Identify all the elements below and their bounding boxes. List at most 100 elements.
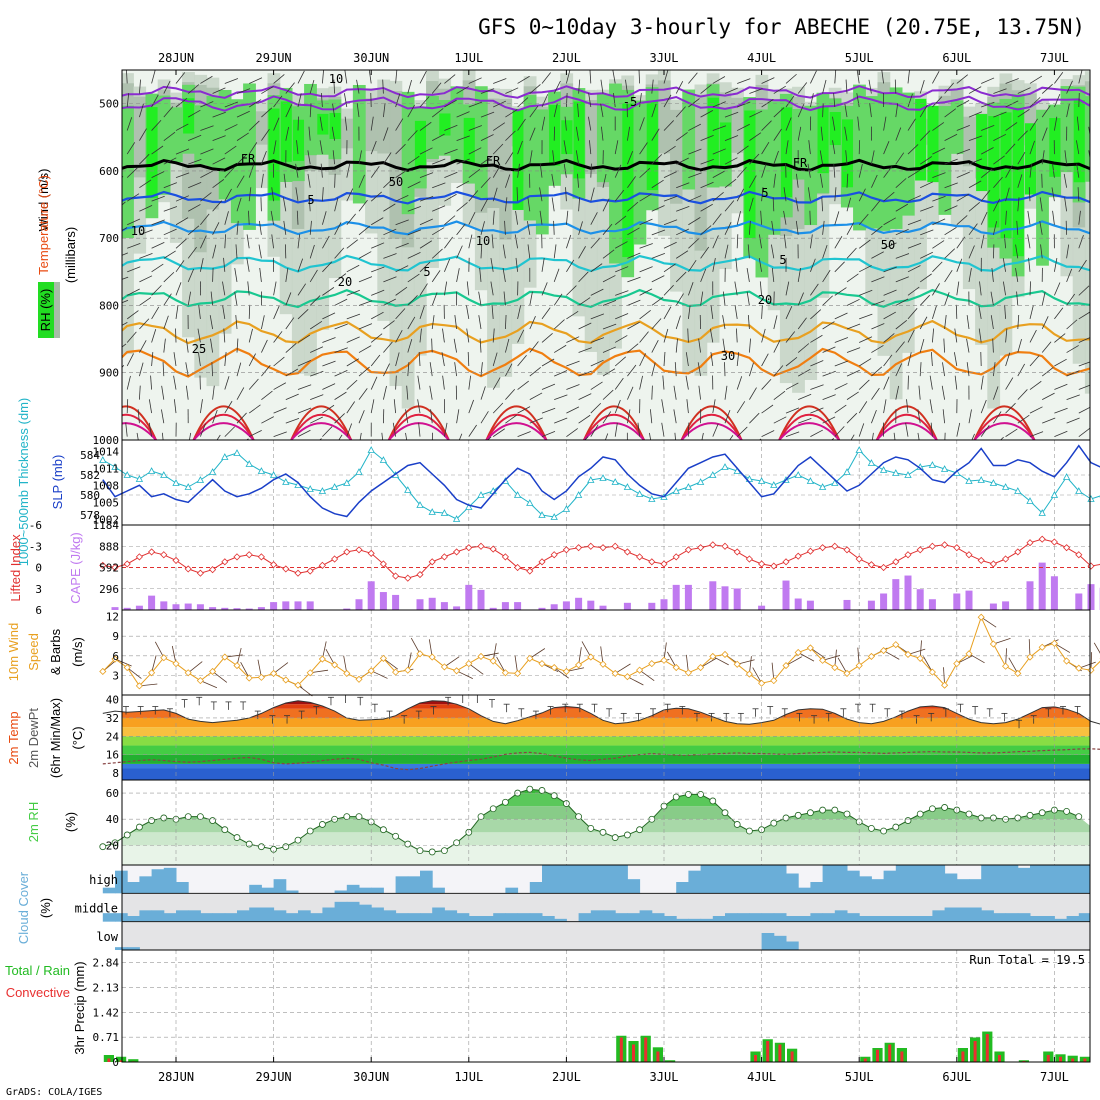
cloud-bar — [712, 865, 726, 894]
rh-green-region — [633, 100, 647, 245]
wind-barb — [1017, 389, 1028, 400]
cloud-bar — [1030, 916, 1043, 922]
rh2m-point — [477, 813, 485, 821]
wind-barb — [1091, 348, 1100, 353]
thickness-point — [684, 483, 693, 490]
wind-barb-10m — [1093, 642, 1100, 654]
rh2m-point — [538, 787, 546, 794]
wind-barb — [431, 82, 442, 94]
wind-barb — [273, 95, 283, 108]
wind-barb — [846, 391, 859, 400]
wind-barb — [773, 85, 786, 94]
wind-barb — [505, 363, 513, 377]
wind-barb — [517, 380, 529, 390]
temperature-contour-low — [973, 405, 1036, 440]
wind-barb — [100, 70, 102, 84]
wind-barb — [663, 219, 678, 226]
wind-barb — [1054, 430, 1068, 438]
cloud-bar — [883, 916, 897, 922]
wind-barb — [993, 155, 1005, 165]
wind-barb — [1077, 187, 1080, 202]
wind-barb — [175, 72, 186, 84]
cloud-bar — [651, 913, 665, 922]
lifted-tick: -3 — [29, 540, 42, 553]
wind-barb — [797, 104, 805, 118]
precip-convective-bar — [998, 1055, 1001, 1062]
contour-label: 10 — [476, 234, 490, 248]
wind-barb — [785, 382, 799, 390]
wind-barb — [406, 385, 409, 400]
contour-label: 20 — [338, 275, 352, 289]
rh2m-point — [843, 810, 851, 818]
wind-barb — [1029, 163, 1033, 178]
wind-barb — [578, 393, 592, 400]
rh-brightgreen-region — [719, 122, 732, 167]
wind-barb — [772, 197, 775, 212]
wind-barb — [334, 298, 348, 306]
wind-barb — [1054, 282, 1061, 296]
wind-barb — [627, 151, 634, 165]
rh2m-point — [245, 840, 253, 848]
thickness-point — [245, 460, 253, 467]
wind-barb — [200, 192, 212, 202]
rh2m-point — [807, 809, 814, 817]
wind-barb — [688, 72, 698, 84]
wind-barb — [297, 283, 307, 296]
cloud-bar — [115, 947, 128, 950]
wind-barb — [442, 375, 445, 390]
wind-barb — [395, 329, 403, 343]
wind-barb-10m — [236, 647, 242, 666]
wind-barb — [858, 379, 870, 390]
wind-barb — [431, 108, 444, 118]
wind-barb — [431, 227, 445, 236]
temp2m-ylabel-4: (°C) — [70, 726, 85, 749]
wind-barb — [968, 245, 975, 259]
wind-barb — [578, 414, 591, 424]
wind-barb — [737, 101, 751, 108]
wind10m-point — [843, 669, 851, 677]
wind-barb — [492, 165, 501, 178]
wind-barb — [407, 104, 416, 118]
wind-barb — [980, 234, 985, 249]
wind-barb — [869, 103, 872, 118]
wind-barb — [554, 394, 568, 401]
wind-barb — [881, 70, 884, 84]
temperature-band — [122, 727, 1090, 737]
pressure-tick: 500 — [99, 98, 119, 111]
wind-barb — [663, 171, 677, 178]
cloud-level-label: middle — [75, 902, 118, 916]
wind-barb — [346, 423, 353, 437]
wind-barb — [1091, 371, 1100, 376]
wind-barb — [602, 198, 610, 212]
wind-barb — [785, 306, 793, 320]
wind-barb — [834, 337, 849, 343]
cloud-bar — [200, 913, 214, 922]
rh2m-point — [428, 848, 436, 856]
cape-bar — [257, 607, 265, 610]
wind-barb — [103, 314, 116, 319]
wind-barb — [261, 442, 274, 447]
wind10m-point — [697, 663, 705, 672]
wind-barb — [563, 140, 567, 155]
wind-barb — [566, 336, 580, 343]
wind-barb — [993, 386, 999, 400]
wind-barb — [480, 386, 486, 400]
wind-barb — [517, 305, 522, 319]
wind-barb — [383, 103, 386, 118]
thickness-point — [587, 476, 595, 483]
wind-barb — [383, 177, 394, 189]
slp-tick: 1008 — [93, 479, 120, 492]
thickness-point — [513, 491, 522, 498]
rh-brightgreen-region — [183, 98, 195, 134]
wind-barb — [539, 163, 543, 178]
wind-barb — [236, 153, 248, 165]
rh-brightgreen-region — [1073, 100, 1085, 183]
wind-barb — [515, 257, 518, 272]
wind-barb — [539, 210, 543, 225]
wind-barb — [1066, 370, 1080, 377]
rh-brightgreen-region — [744, 110, 756, 238]
lifted-index-point — [148, 548, 156, 556]
wind-barb — [761, 378, 772, 390]
cape-tick: 592 — [99, 562, 119, 575]
